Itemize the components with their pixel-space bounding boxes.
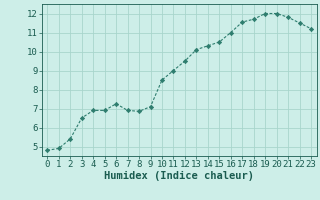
X-axis label: Humidex (Indice chaleur): Humidex (Indice chaleur) bbox=[104, 171, 254, 181]
